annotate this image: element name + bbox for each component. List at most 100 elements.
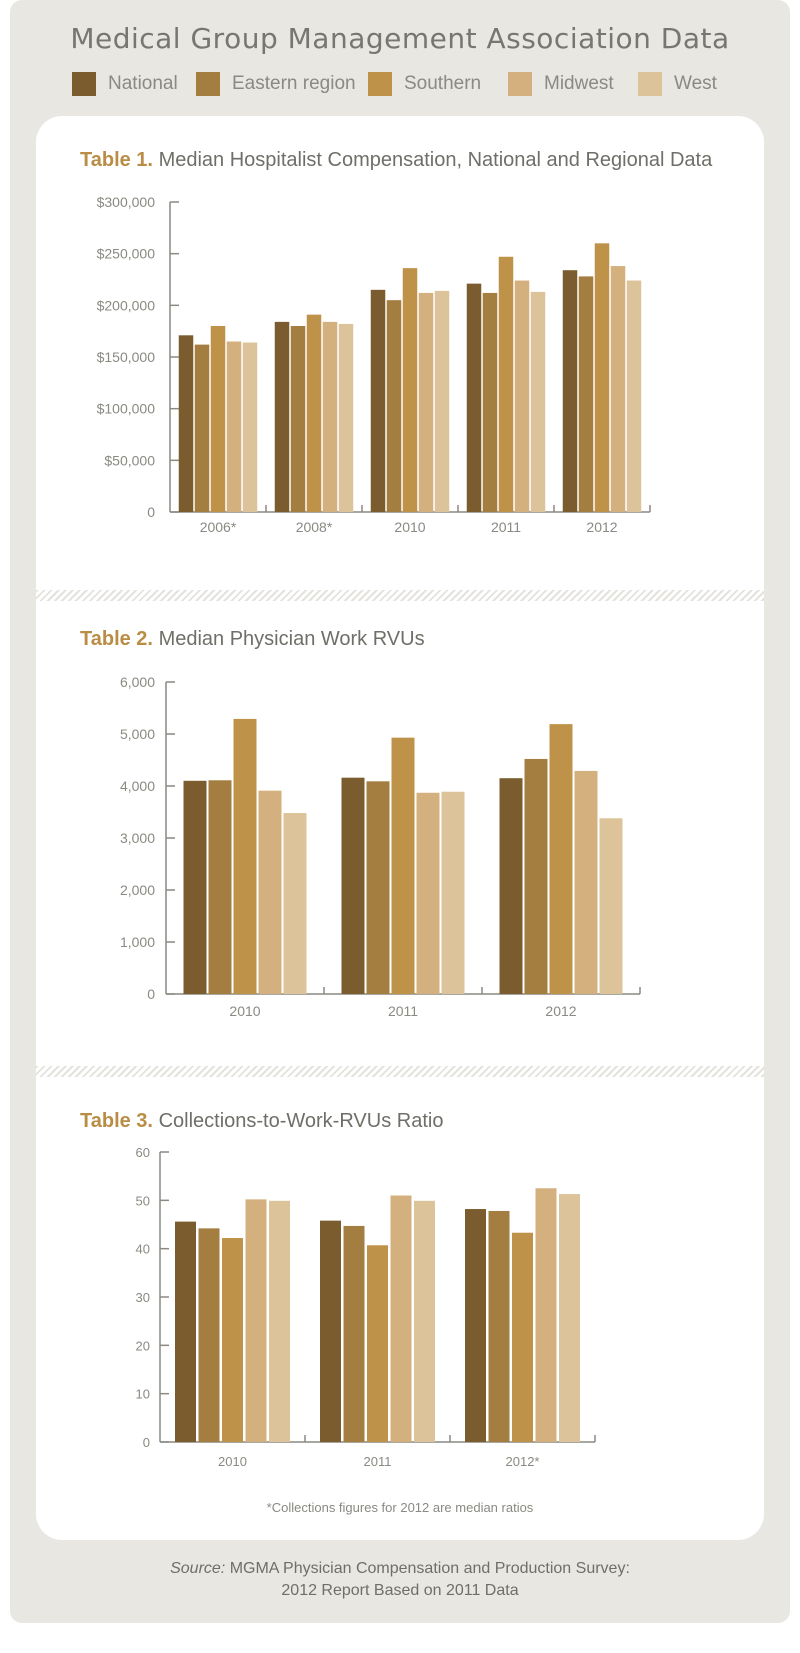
x-category-label: 2012: [586, 519, 617, 535]
y-tick-label: 0: [143, 1435, 150, 1450]
bar-eastern-region-2012: [524, 758, 548, 994]
bar-southern-2010: [222, 1238, 243, 1442]
bar-national-2011: [341, 777, 365, 994]
table-1-caption: Median Hospitalist Compensation, Nationa…: [158, 149, 713, 171]
bar-eastern-region-2010: [198, 1228, 220, 1442]
legend-label: Eastern region: [232, 73, 356, 94]
bar-national-2010: [175, 1221, 196, 1442]
bar-southern-2012: [549, 724, 573, 994]
bar-west-2008: [338, 323, 354, 512]
bar-west-2012: [559, 1194, 580, 1442]
table-1-number: Table 1.: [80, 149, 153, 171]
bar-eastern-region-2010: [386, 300, 402, 512]
y-tick-label: 6,000: [120, 674, 155, 690]
source-label: Source:: [170, 1560, 226, 1577]
bar-national-2010: [183, 780, 207, 994]
bar-midwest-2011: [514, 280, 530, 512]
bar-eastern-region-2011: [482, 292, 498, 512]
bar-southern-2008: [306, 314, 322, 512]
x-category-label: 2012*: [506, 1454, 540, 1469]
collections-ratio-bar-chart: 0 10 20 30 40 50 60 2010 2011 2012*: [136, 1145, 596, 1469]
bar-national-2012: [562, 270, 578, 512]
section-divider: [36, 590, 764, 601]
bar-west-2012: [599, 818, 623, 994]
bar-west-2010: [283, 813, 307, 994]
legend-item-eastern: Eastern region: [196, 72, 356, 96]
bar-midwest-2006: [226, 341, 242, 512]
y-tick-label: $300,000: [97, 194, 156, 210]
bar-national-2008: [274, 321, 290, 512]
y-tick-label: $50,000: [104, 452, 155, 468]
legend-label: Southern: [404, 73, 482, 94]
y-tick-label: 0: [147, 504, 155, 520]
x-category-label: 2012: [545, 1003, 576, 1019]
x-category-label: 2011: [491, 519, 521, 535]
compensation-bar-chart: 0 $50,000 $100,000 $150,000 $200,000 $250,000…: [97, 194, 651, 535]
bar-southern-2011: [498, 256, 514, 512]
table-3-title: Table 3. Collections-to-Work-RVUs Ratio: [80, 1110, 443, 1133]
x-category-label: 2010: [229, 1003, 260, 1019]
bar-west-2011: [530, 291, 546, 512]
legend-item-west: West: [638, 72, 717, 96]
x-category-label: 2010: [394, 519, 425, 535]
y-tick-label: 20: [136, 1338, 150, 1353]
bar-national-2011: [320, 1220, 341, 1442]
y-tick-label: 3,000: [120, 830, 155, 846]
bar-eastern-region-2008: [290, 326, 306, 512]
x-category-label: 2006*: [200, 519, 237, 535]
y-tick-label: $100,000: [97, 401, 156, 417]
legend-item-midwest: Midwest: [508, 72, 614, 96]
x-category-label: 2011: [388, 1003, 418, 1019]
bar-eastern-region-2012: [488, 1210, 510, 1442]
bar-midwest-2011: [416, 792, 440, 994]
bar-west-2011: [441, 791, 465, 994]
source-line-1: MGMA Physician Compensation and Producti…: [229, 1560, 630, 1577]
legend-swatch: [368, 72, 392, 96]
x-category-label: 2010: [218, 1454, 247, 1469]
table-2-caption: Median Physician Work RVUs: [158, 628, 425, 650]
table-1-title: Table 1. Median Hospitalist Compensation…: [80, 149, 712, 172]
bar-midwest-2012: [535, 1188, 557, 1442]
y-tick-label: 30: [136, 1290, 150, 1305]
section-divider: [36, 1066, 764, 1077]
bar-midwest-2010: [245, 1199, 267, 1442]
y-tick-label: $150,000: [97, 349, 156, 365]
legend-label: Midwest: [544, 73, 614, 94]
legend-swatch: [196, 72, 220, 96]
y-tick-label: 40: [136, 1242, 150, 1257]
y-tick-label: $250,000: [97, 246, 156, 262]
bar-eastern-region-2006: [194, 344, 210, 512]
table-3-number: Table 3.: [80, 1110, 153, 1132]
bar-midwest-2012: [574, 770, 598, 994]
y-tick-label: 2,000: [120, 882, 155, 898]
bar-midwest-2010: [418, 292, 434, 512]
source-note: Source: MGMA Physician Compensation and …: [0, 1558, 800, 1602]
y-tick-label: 4,000: [120, 778, 155, 794]
bar-west-2010: [269, 1200, 290, 1442]
bar-southern-2006: [210, 326, 226, 512]
bar-southern-2010: [402, 268, 418, 512]
legend-item-southern: Southern: [368, 72, 481, 96]
bar-eastern-region-2012: [578, 276, 594, 512]
bar-southern-2011: [391, 737, 415, 994]
footnote: *Collections figures for 2012 are median…: [266, 1500, 534, 1515]
page-title: Medical Group Management Association Dat…: [70, 22, 730, 55]
legend-swatch: [508, 72, 532, 96]
bar-midwest-2011: [390, 1195, 412, 1442]
bar-southern-2012: [594, 243, 610, 513]
bar-eastern-region-2010: [208, 780, 232, 994]
y-tick-label: 50: [136, 1193, 150, 1208]
bar-west-2010: [434, 290, 450, 512]
table-3-caption: Collections-to-Work-RVUs Ratio: [158, 1110, 444, 1132]
bar-national-2012: [465, 1209, 486, 1442]
y-tick-label: 0: [147, 986, 155, 1002]
bar-midwest-2008: [322, 321, 338, 512]
y-tick-label: 1,000: [120, 934, 155, 950]
y-tick-label: $200,000: [97, 297, 156, 313]
legend-label: West: [674, 73, 717, 94]
bar-west-2006: [242, 342, 258, 512]
x-category-label: 2008*: [296, 519, 333, 535]
bar-west-2012: [626, 280, 642, 512]
legend-swatch: [72, 72, 96, 96]
bar-eastern-region-2011: [366, 781, 390, 994]
